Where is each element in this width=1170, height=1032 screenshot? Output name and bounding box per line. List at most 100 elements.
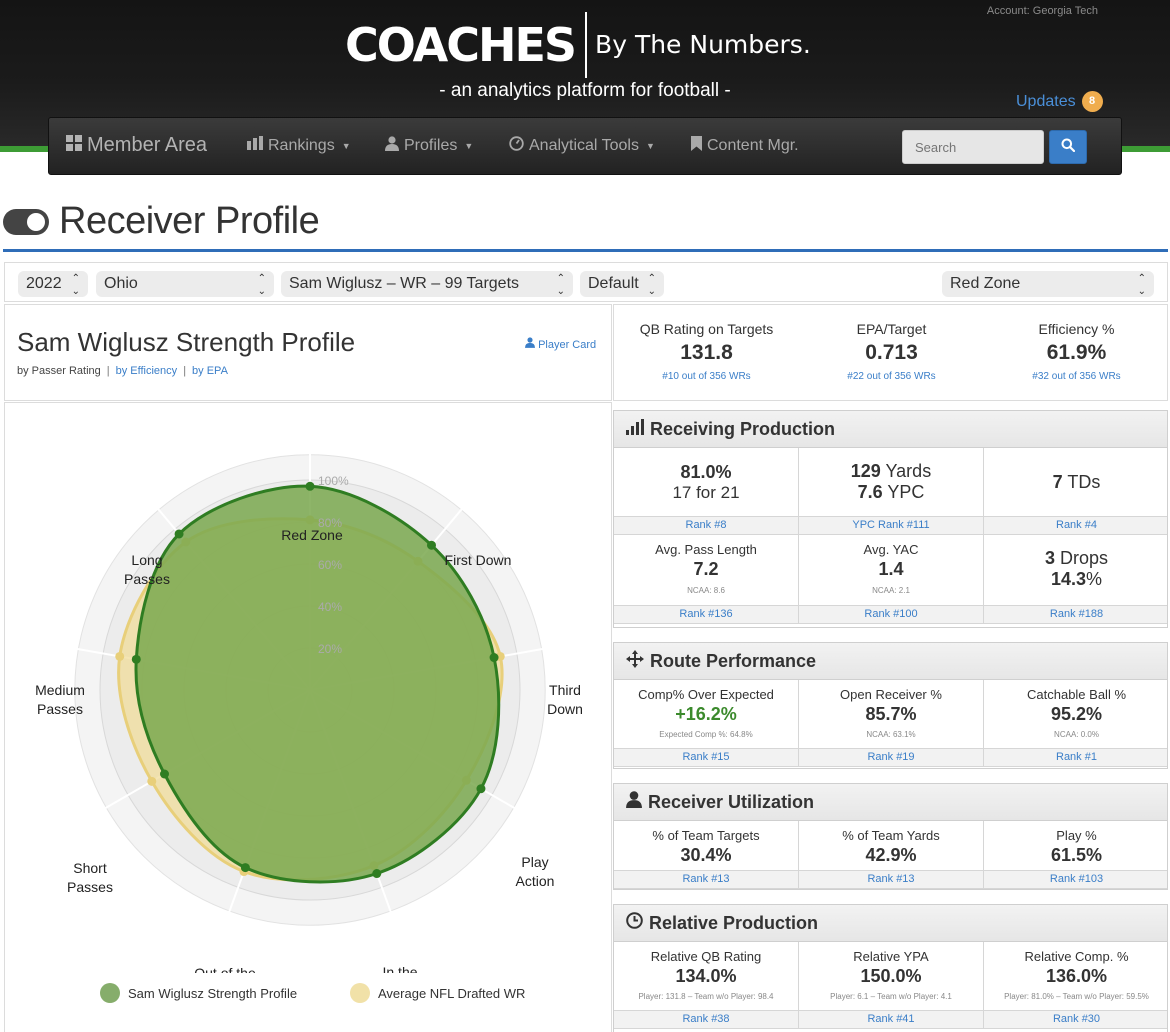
stat-label: Relative YPA — [853, 949, 929, 964]
legend-item-average[interactable]: Average NFL Drafted WR — [350, 983, 525, 1003]
search-input[interactable] — [902, 130, 1044, 164]
crosshair-icon — [626, 649, 644, 673]
radar-chart-panel: 20% 40% 60% 80% 100% Red Zone First Down Third D… — [4, 402, 612, 1032]
stat-value: 42.9% — [865, 845, 917, 865]
legend-label: Sam Wiglusz Strength Profile — [128, 985, 298, 1001]
sort-by-passer-rating: by Passer Rating — [17, 365, 101, 377]
situation-select[interactable]: Red Zone ⌃ ⌄ — [942, 271, 1154, 297]
stat-unit: YPC — [882, 482, 925, 502]
nav-analytical-tools-label: Analytical Tools — [529, 137, 639, 154]
player-select[interactable]: Sam Wiglusz – WR – 99 Targets ⌃ ⌄ — [281, 271, 573, 297]
nav-analytical-tools[interactable]: Analytical Tools ▼ — [509, 136, 655, 156]
rank-link[interactable]: Rank #41 — [799, 1011, 984, 1028]
stat-note: Expected Comp %: 64.8% — [659, 730, 753, 739]
mode-select[interactable]: Default ⌃ ⌄ — [580, 271, 664, 297]
panel-header: Receiving Production — [614, 411, 1167, 448]
panel-header: Relative Production — [614, 905, 1167, 942]
sort-by-epa-link[interactable]: by EPA — [192, 365, 228, 377]
stat-note: NCAA: 0.0% — [1054, 730, 1099, 739]
bookmark-icon — [691, 136, 702, 156]
filter-bar: 2022 ⌃ ⌄ Ohio ⌃ ⌄ Sam Wiglusz – WR – 99 Ta… — [4, 262, 1168, 302]
logo-wordmark: COACHES — [345, 18, 577, 72]
rank-link[interactable]: Rank #4 — [1056, 519, 1097, 531]
series-player-point — [489, 653, 499, 663]
series-player-point — [426, 540, 436, 550]
axis-label: Action — [516, 873, 555, 889]
stat-value: 7.2 — [693, 559, 719, 579]
radar-chart: 20% 40% 60% 80% 100% Red Zone First Down Third D… — [35, 452, 583, 973]
stat-label: Comp% Over Expected — [638, 687, 774, 702]
logo-subtitle: By The Numbers. — [595, 30, 811, 59]
stat-unit: % — [1086, 569, 1103, 589]
radial-tick-label: 20% — [318, 642, 342, 656]
toggle-icon[interactable] — [3, 208, 49, 235]
nav-rankings[interactable]: Rankings ▼ — [247, 136, 351, 155]
stat-sub: 17 for 21 — [672, 483, 740, 502]
search-icon — [1061, 138, 1076, 157]
team-select-value: Ohio — [104, 275, 138, 292]
mode-select-value: Default — [588, 275, 639, 292]
stat-value: 1.4 — [878, 559, 904, 579]
updates-count-badge: 8 — [1081, 91, 1103, 112]
select-arrows-icon: ⌃ ⌄ — [257, 273, 266, 297]
route-performance-panel: Route Performance Comp% Over Expected +1… — [613, 642, 1168, 769]
stat-cell-yards: 129 Yards 7.6 YPC — [799, 448, 984, 516]
rank-link[interactable]: Rank #19 — [799, 749, 984, 766]
axis-label: Third — [549, 682, 581, 698]
sort-by-efficiency-link[interactable]: by Efficiency — [115, 365, 178, 377]
team-select[interactable]: Ohio ⌃ ⌄ — [96, 271, 274, 297]
stat-label: Avg. Pass Length — [655, 542, 757, 557]
stat-value: 134.0% — [675, 966, 737, 986]
receiving-production-panel: Receiving Production 81.0% 17 for 21 129… — [613, 410, 1168, 628]
axis-label: Short — [73, 860, 107, 876]
season-select[interactable]: 2022 ⌃ ⌄ — [18, 271, 88, 297]
stat-value: 136.0% — [1045, 966, 1108, 986]
receiving-grid: 81.0% 17 for 21 129 Yards 7.6 YPC 7 TDs … — [614, 448, 1167, 627]
stat-rank[interactable]: #22 out of 356 WRs — [847, 371, 936, 382]
site-logo[interactable]: COACHES By The Numbers. — [345, 12, 811, 78]
rank-link[interactable]: Rank #188 — [1049, 608, 1104, 620]
rank-link[interactable]: Rank #1 — [1056, 751, 1097, 763]
series-player-point — [131, 654, 141, 664]
rank-link[interactable]: Rank #8 — [614, 517, 799, 534]
stat-value: 81.0% — [680, 462, 732, 482]
user-icon — [385, 136, 399, 156]
series-player-point — [305, 481, 315, 491]
caret-down-icon: ▼ — [464, 141, 474, 151]
player-card-link[interactable]: Player Card — [525, 337, 596, 351]
rank-link[interactable]: Rank #15 — [614, 749, 799, 766]
relative-grid: Relative QB Rating 134.0% Player: 131.8 … — [614, 942, 1167, 1032]
stat-cell-team-targets: % of Team Targets 30.4% — [614, 821, 799, 870]
rank-link[interactable]: Rank #136 — [614, 606, 799, 623]
rank-link[interactable]: Rank #13 — [614, 871, 799, 888]
axis-label: Medium — [35, 682, 85, 698]
rank-link[interactable]: YPC Rank #111 — [799, 517, 984, 534]
stat-value: 85.7% — [865, 704, 917, 724]
select-arrows-icon: ⌃ ⌄ — [556, 273, 565, 297]
stat-value: 30.4% — [680, 845, 732, 865]
rank-link[interactable]: Rank #103 — [1049, 873, 1104, 885]
rank-link[interactable]: Rank #13 — [799, 871, 984, 888]
stat-value: 129 — [850, 461, 881, 481]
panel-title: Receiving Production — [650, 418, 836, 439]
rank-link[interactable]: Rank #100 — [799, 606, 984, 623]
radial-tick-label: 80% — [318, 516, 342, 530]
season-select-value: 2022 — [26, 275, 62, 292]
rank-link[interactable]: Rank #38 — [614, 1011, 799, 1028]
nav-member-area[interactable]: Member Area — [66, 134, 207, 157]
radial-tick-label: 100% — [318, 474, 349, 488]
nav-content-mgr[interactable]: Content Mgr. — [691, 136, 799, 156]
stat-cell-comp-over-expected: Comp% Over Expected +16.2% Expected Comp… — [614, 680, 799, 748]
rank-link[interactable]: Rank #30 — [1052, 1013, 1101, 1025]
legend-item-player[interactable]: Sam Wiglusz Strength Profile — [100, 983, 297, 1003]
stat-cell-catchable-ball: Catchable Ball % 95.2% NCAA: 0.0% — [984, 680, 1169, 748]
stat-label: QB Rating on Targets — [639, 321, 774, 337]
updates-link[interactable]: Updates 8 — [1016, 91, 1103, 112]
stat-rank[interactable]: #32 out of 356 WRs — [1032, 371, 1121, 382]
search-button[interactable] — [1049, 130, 1087, 164]
relative-production-panel: Relative Production Relative QB Rating 1… — [613, 904, 1168, 1032]
stat-rank[interactable]: #10 out of 356 WRs — [662, 371, 751, 382]
stat-value: 95.2% — [1050, 704, 1103, 724]
axis-label: Long — [131, 552, 162, 568]
nav-profiles[interactable]: Profiles ▼ — [385, 136, 473, 156]
